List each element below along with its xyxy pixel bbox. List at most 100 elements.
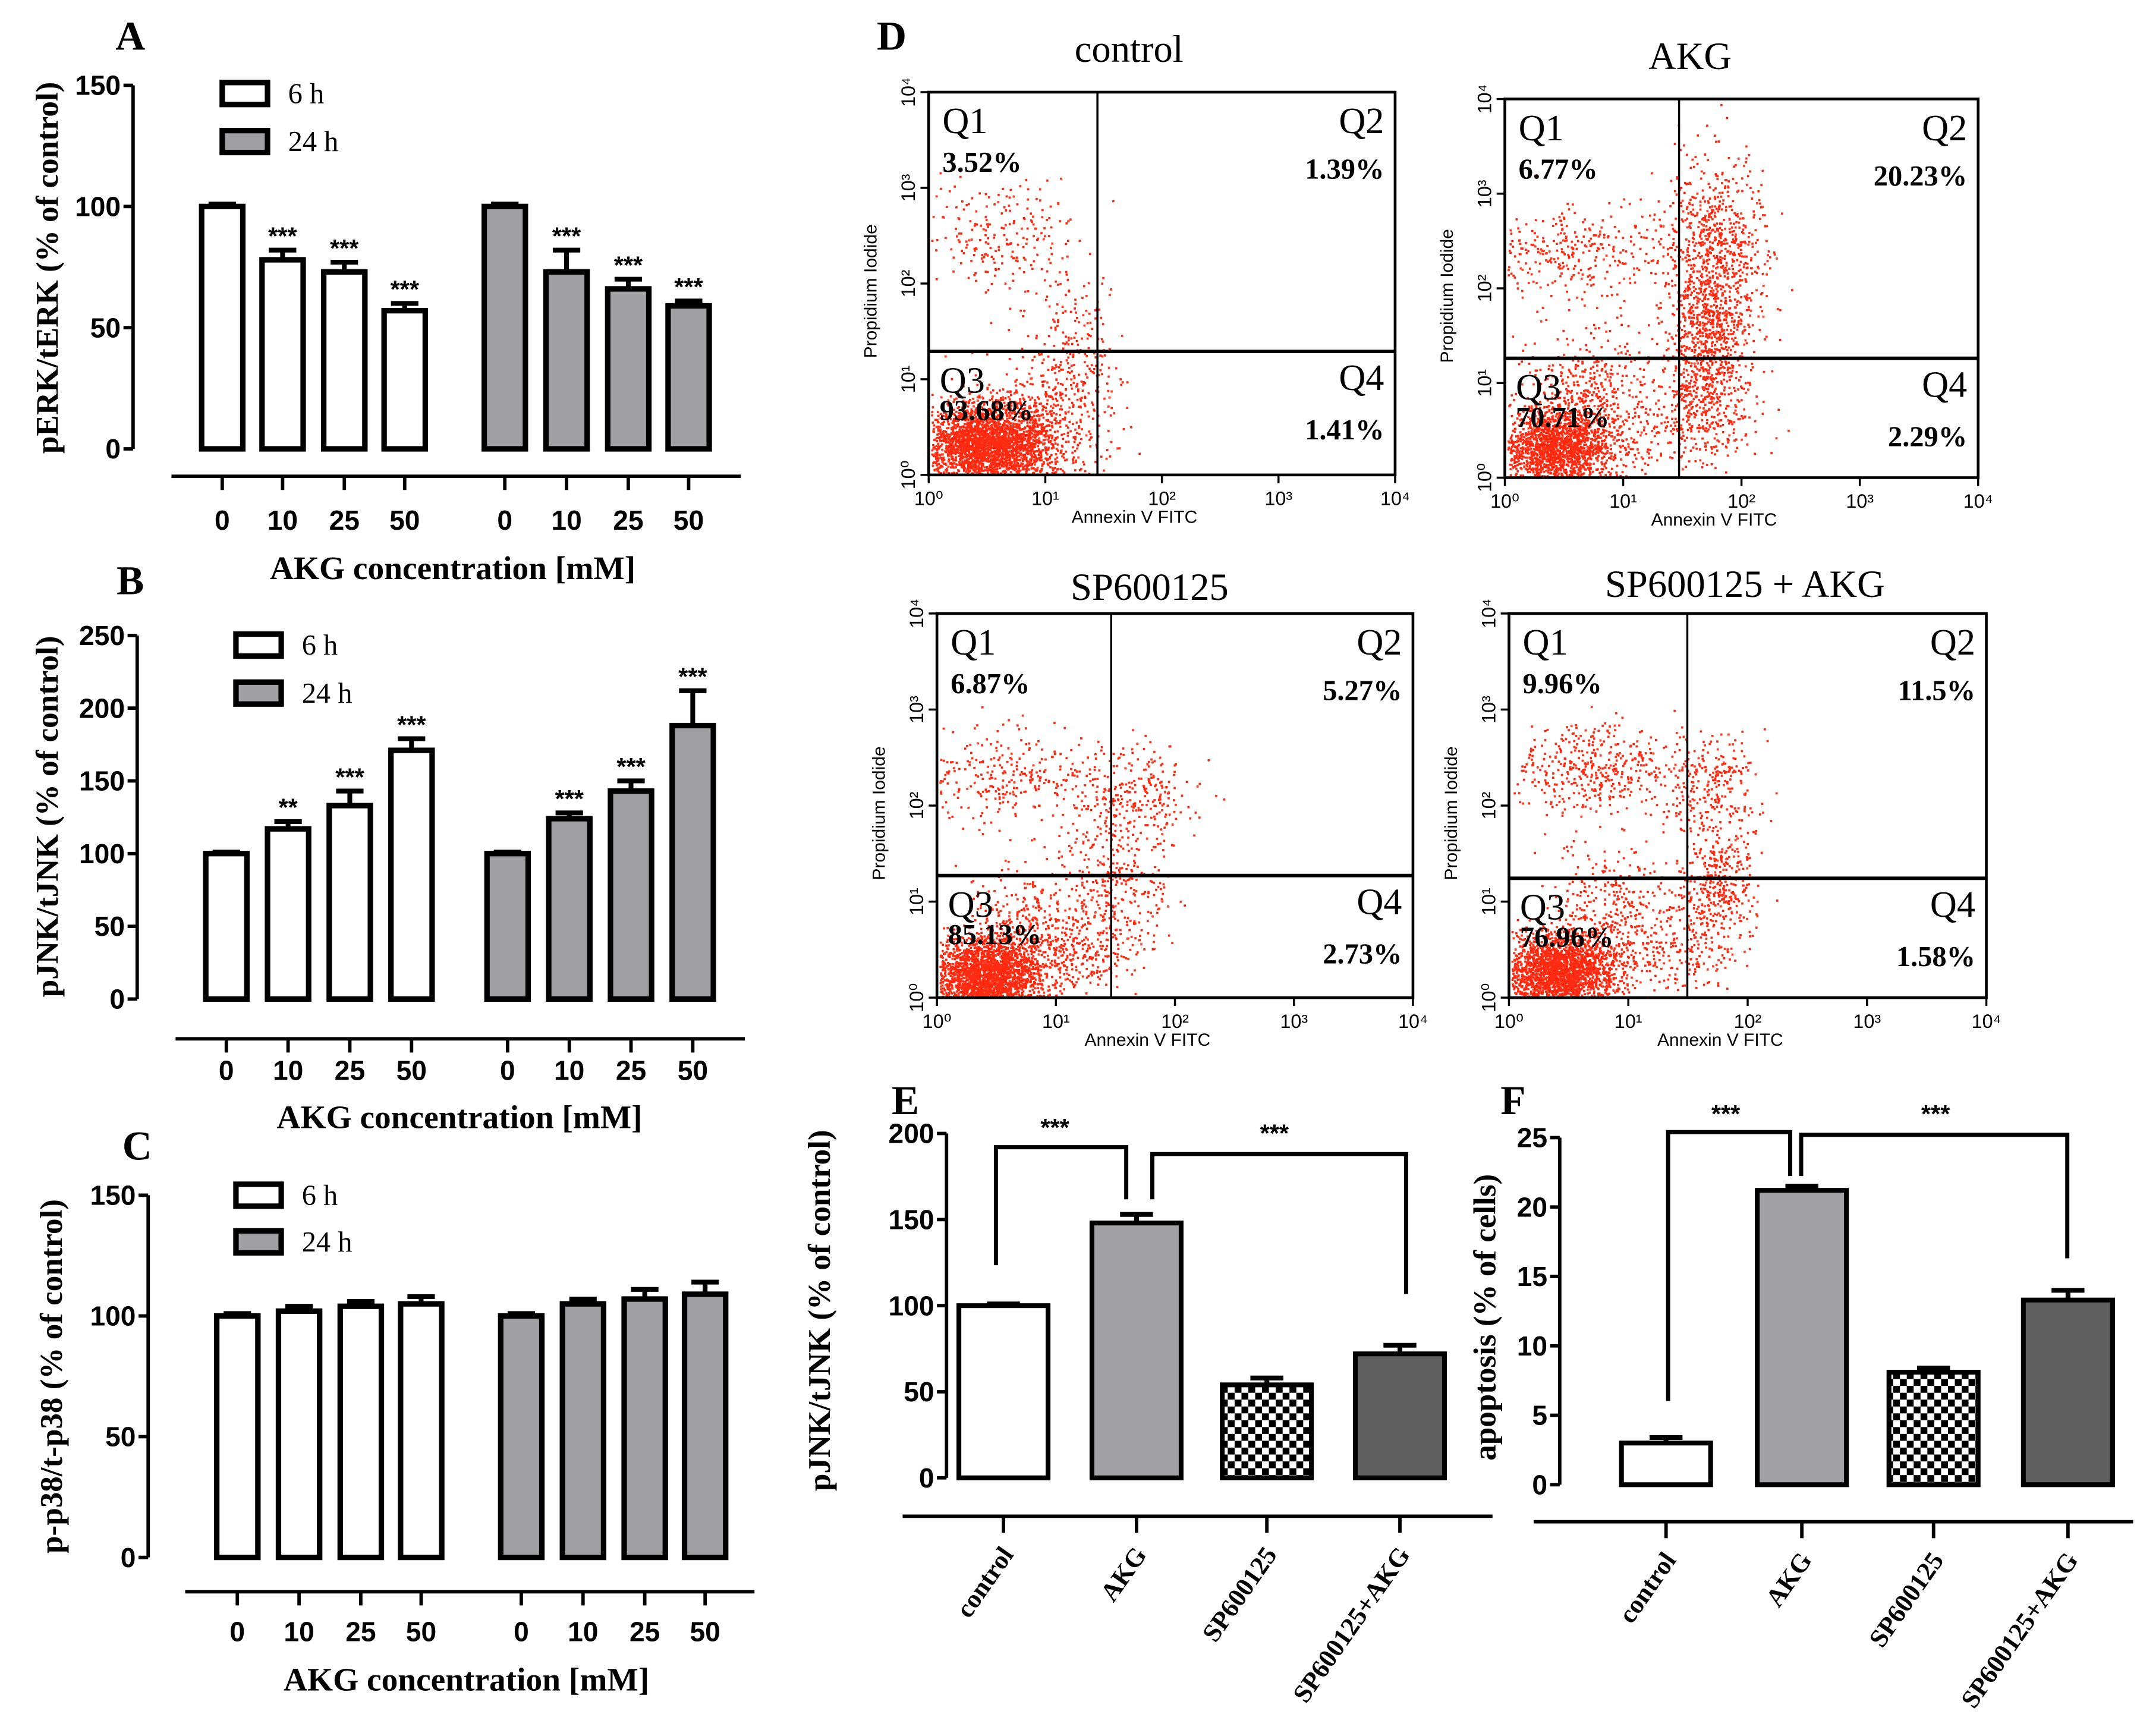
scatter-point <box>1047 258 1050 261</box>
scatter-point <box>1021 347 1024 350</box>
scatter-point <box>965 455 968 457</box>
scatter-point <box>990 431 993 433</box>
scatter-point <box>1535 401 1538 403</box>
scatter-point <box>1004 424 1006 426</box>
scatter-point <box>1579 464 1582 467</box>
scatter-point <box>1043 380 1046 383</box>
scatter-point <box>1011 462 1013 465</box>
scatter-point <box>1644 473 1647 475</box>
scatter-point <box>974 420 977 423</box>
scatter-point <box>1027 198 1029 201</box>
scatter-point <box>1034 401 1036 404</box>
scatter-point <box>1554 450 1557 453</box>
scatter-point <box>1531 454 1534 457</box>
scatter-point <box>996 429 999 432</box>
scatter-point <box>970 461 973 464</box>
scatter-point <box>974 445 977 448</box>
scatter-point <box>1018 427 1021 429</box>
scatter-point <box>974 374 977 377</box>
scatter-point <box>997 409 1000 411</box>
scatter-point <box>971 431 974 434</box>
scatter-point <box>1109 294 1111 296</box>
scatter-point <box>964 410 967 413</box>
scatter-point <box>961 413 964 416</box>
scatter-point <box>978 413 980 416</box>
scatter-point <box>1043 343 1046 345</box>
scatter-point <box>1001 456 1004 459</box>
x-tick-label: 25 <box>613 505 643 536</box>
scatter-point <box>1061 383 1064 386</box>
scatter-point <box>1126 381 1129 383</box>
scatter-point <box>948 458 951 461</box>
scatter-point <box>1068 339 1070 342</box>
scatter-point <box>965 427 968 430</box>
scatter-point <box>1074 449 1077 452</box>
scatter-point <box>1084 470 1087 473</box>
scatter-point <box>1055 413 1058 416</box>
scatter-point <box>1028 432 1031 435</box>
scatter-point <box>1016 445 1019 448</box>
scatter-point <box>1089 433 1092 435</box>
scatter-point <box>1050 422 1053 424</box>
scatter-point <box>1601 432 1604 435</box>
scatter-point <box>1612 438 1615 441</box>
scatter-point <box>1002 462 1004 465</box>
scatter-point <box>1011 461 1013 463</box>
scatter-point <box>1046 424 1049 427</box>
scatter-point <box>1016 464 1018 467</box>
legend-swatch <box>219 127 270 156</box>
scatter-point <box>1101 355 1104 358</box>
scatter-point <box>1090 335 1092 338</box>
bar <box>665 303 712 452</box>
scatter-point <box>958 430 961 432</box>
scatter-point <box>1067 336 1070 339</box>
scatter-point <box>981 413 984 416</box>
scatter-point <box>1587 467 1590 470</box>
scatter-point <box>970 408 973 411</box>
scatter-point <box>1055 404 1058 407</box>
x-tick-label: 10 <box>554 1055 584 1086</box>
scatter-point <box>1571 463 1573 466</box>
scatter-point <box>1006 418 1009 420</box>
scatter-point <box>967 454 969 457</box>
scatter-point <box>1566 460 1569 463</box>
scatter-point <box>1021 437 1024 439</box>
scatter-point <box>994 471 997 474</box>
scatter-point <box>958 395 961 398</box>
scatter-point <box>978 463 981 466</box>
scatter-point <box>1045 432 1047 435</box>
scatter-point <box>935 278 938 281</box>
x-tick-label: 50 <box>678 1055 708 1086</box>
scatter-point <box>1027 290 1030 293</box>
scatter-point <box>950 448 953 451</box>
scatter-point <box>955 228 958 230</box>
x-tick-label: 50 <box>690 1616 720 1647</box>
scatter-point <box>1088 439 1091 441</box>
scatter-point <box>1546 458 1548 461</box>
scatter-point <box>951 464 954 467</box>
scatter-point <box>1045 410 1047 413</box>
scatter-point <box>983 450 986 453</box>
scatter-point <box>1025 458 1028 461</box>
scatter-point <box>1016 459 1019 461</box>
scatter-point <box>986 419 989 422</box>
scatter-point <box>1632 461 1635 464</box>
scatter-point <box>948 445 951 447</box>
scatter-point <box>982 397 984 400</box>
scatter-point <box>1525 442 1528 445</box>
scatter-point <box>1526 456 1528 459</box>
scatter-point <box>1517 457 1519 460</box>
scatter-point <box>1022 466 1025 468</box>
scatter-point <box>1610 448 1612 451</box>
scatter-point <box>1055 312 1058 315</box>
x-tick-label: 50 <box>406 1616 436 1647</box>
scatter-point <box>967 466 970 469</box>
scatter-point <box>1610 452 1613 455</box>
scatter-point <box>1562 440 1565 442</box>
scatter-point <box>1580 473 1582 476</box>
scatter-point <box>1038 430 1041 432</box>
scatter-point <box>974 429 977 432</box>
scatter-point <box>947 422 950 425</box>
scatter-point <box>1548 435 1550 438</box>
scatter-point <box>976 418 979 421</box>
